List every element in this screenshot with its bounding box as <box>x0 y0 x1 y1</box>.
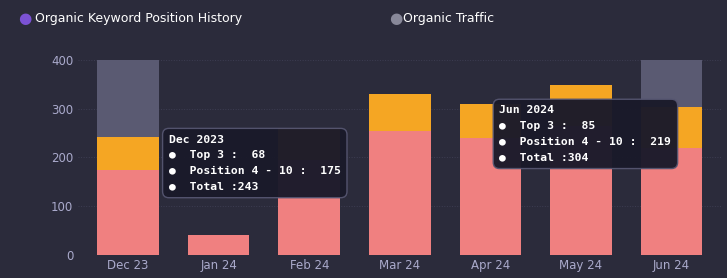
Bar <box>97 136 159 170</box>
Bar <box>278 128 340 160</box>
Bar <box>97 60 159 255</box>
Bar <box>640 107 702 148</box>
Bar <box>188 235 249 255</box>
Bar <box>640 148 702 255</box>
Text: Organic Traffic: Organic Traffic <box>403 12 494 24</box>
Bar <box>550 85 612 126</box>
Bar <box>278 160 340 255</box>
Text: ●: ● <box>18 11 31 26</box>
Bar <box>97 170 159 255</box>
Text: Organic Keyword Position History: Organic Keyword Position History <box>35 12 242 24</box>
Bar <box>459 138 521 255</box>
Bar <box>640 60 702 255</box>
Bar <box>369 131 430 255</box>
Text: ●: ● <box>389 11 402 26</box>
Bar <box>459 104 521 138</box>
Bar <box>550 126 612 255</box>
Text: Dec 2023
●  Top 3 :  68
●  Position 4 - 10 :  175
●  Total :243: Dec 2023 ● Top 3 : 68 ● Position 4 - 10 … <box>169 135 341 192</box>
Bar <box>369 94 430 131</box>
Text: Jun 2024
●  Top 3 :  85
●  Position 4 - 10 :  219
●  Total :304: Jun 2024 ● Top 3 : 85 ● Position 4 - 10 … <box>499 105 671 162</box>
